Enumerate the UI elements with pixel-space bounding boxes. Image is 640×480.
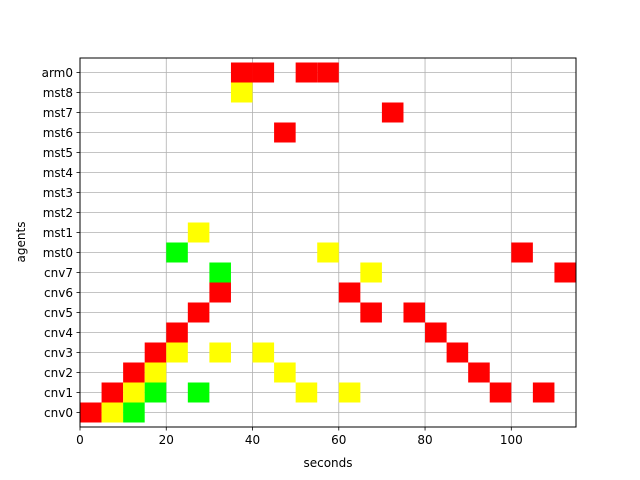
x-tick-label: 40 bbox=[245, 433, 260, 447]
task-cell bbox=[144, 342, 167, 363]
task-cell bbox=[166, 242, 188, 263]
task-cell bbox=[209, 282, 231, 303]
task-cell bbox=[123, 382, 145, 403]
y-axis-title: agents bbox=[14, 222, 28, 263]
task-cell bbox=[317, 62, 339, 83]
task-cell bbox=[274, 122, 296, 143]
y-tick-label: mst3 bbox=[43, 186, 73, 200]
task-cell bbox=[274, 362, 296, 383]
y-tick-label: cnv7 bbox=[44, 266, 73, 280]
task-cell bbox=[123, 402, 145, 423]
task-cell bbox=[511, 242, 533, 263]
task-cell bbox=[554, 262, 576, 283]
task-cell bbox=[230, 82, 253, 103]
task-cell bbox=[338, 282, 361, 303]
task-cell bbox=[144, 382, 167, 403]
x-tick-label: 60 bbox=[331, 433, 346, 447]
y-tick-label: cnv4 bbox=[44, 326, 73, 340]
y-tick-label: mst1 bbox=[43, 226, 73, 240]
task-cell bbox=[252, 62, 275, 83]
task-cell bbox=[252, 342, 275, 363]
y-tick-label: mst7 bbox=[43, 106, 73, 120]
task-cell bbox=[338, 382, 361, 403]
task-cell bbox=[123, 362, 145, 383]
task-cell bbox=[425, 322, 447, 343]
y-tick-label: mst0 bbox=[43, 246, 73, 260]
task-cell bbox=[209, 262, 231, 283]
task-cell bbox=[468, 362, 490, 383]
task-cell bbox=[230, 62, 253, 83]
x-tick-label: 0 bbox=[76, 433, 84, 447]
task-cell bbox=[101, 382, 124, 403]
x-tick-label: 80 bbox=[417, 433, 432, 447]
x-tick-label: 20 bbox=[159, 433, 174, 447]
task-cell bbox=[360, 302, 382, 323]
y-tick-label: mst2 bbox=[43, 206, 73, 220]
plot-frame bbox=[79, 57, 577, 428]
y-tick-label: mst5 bbox=[43, 146, 73, 160]
task-cells bbox=[80, 62, 576, 423]
y-tick-label: mst8 bbox=[43, 86, 73, 100]
y-tick-label: cnv1 bbox=[44, 386, 73, 400]
task-cell bbox=[295, 62, 318, 83]
task-cell bbox=[489, 382, 512, 403]
task-cell bbox=[166, 322, 188, 343]
x-axis-title: seconds bbox=[303, 456, 352, 470]
task-cell bbox=[209, 342, 231, 363]
task-cell bbox=[446, 342, 469, 363]
y-tick-label: cnv0 bbox=[44, 406, 73, 420]
x-axis: 0 20 40 60 80 100 bbox=[76, 427, 523, 447]
task-cell bbox=[166, 342, 188, 363]
task-cell bbox=[532, 382, 555, 403]
y-axis: cnv0 cnv1 cnv2 cnv3 cnv4 cnv5 cnv6 cnv7 mst0 mst1… bbox=[42, 66, 80, 420]
y-tick-label: cnv6 bbox=[44, 286, 73, 300]
x-tick-label: 100 bbox=[500, 433, 523, 447]
task-cell bbox=[381, 102, 404, 123]
task-cell bbox=[101, 402, 124, 423]
task-cell bbox=[317, 242, 339, 263]
y-tick-label: arm0 bbox=[42, 66, 73, 80]
task-cell bbox=[403, 302, 426, 323]
task-cell bbox=[80, 402, 102, 423]
task-cell bbox=[295, 382, 318, 403]
y-tick-label: mst6 bbox=[43, 126, 73, 140]
task-cell bbox=[360, 262, 382, 283]
task-cell bbox=[187, 302, 210, 323]
task-cell bbox=[144, 362, 167, 383]
y-tick-label: cnv5 bbox=[44, 306, 73, 320]
task-cell bbox=[187, 382, 210, 403]
task-cell bbox=[187, 222, 210, 243]
y-tick-label: cnv3 bbox=[44, 346, 73, 360]
y-tick-label: mst4 bbox=[43, 166, 73, 180]
y-tick-label: cnv2 bbox=[44, 366, 73, 380]
